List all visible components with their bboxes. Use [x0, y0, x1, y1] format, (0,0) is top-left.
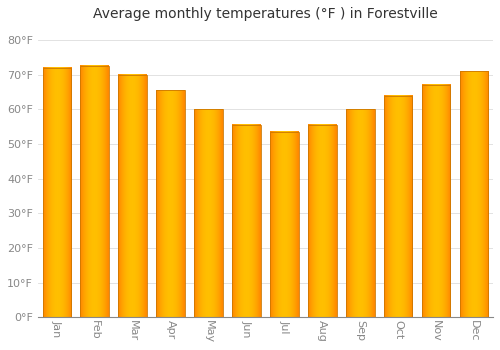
Title: Average monthly temperatures (°F ) in Forestville: Average monthly temperatures (°F ) in Fo… — [93, 7, 438, 21]
Bar — [156, 90, 185, 317]
Bar — [232, 125, 260, 317]
Bar — [346, 110, 374, 317]
Bar — [118, 75, 147, 317]
Bar — [308, 125, 336, 317]
Bar — [460, 71, 488, 317]
Bar — [270, 132, 298, 317]
Bar — [194, 110, 223, 317]
Bar — [384, 96, 412, 317]
Bar — [80, 66, 109, 317]
Bar — [422, 85, 450, 317]
Bar — [42, 68, 71, 317]
